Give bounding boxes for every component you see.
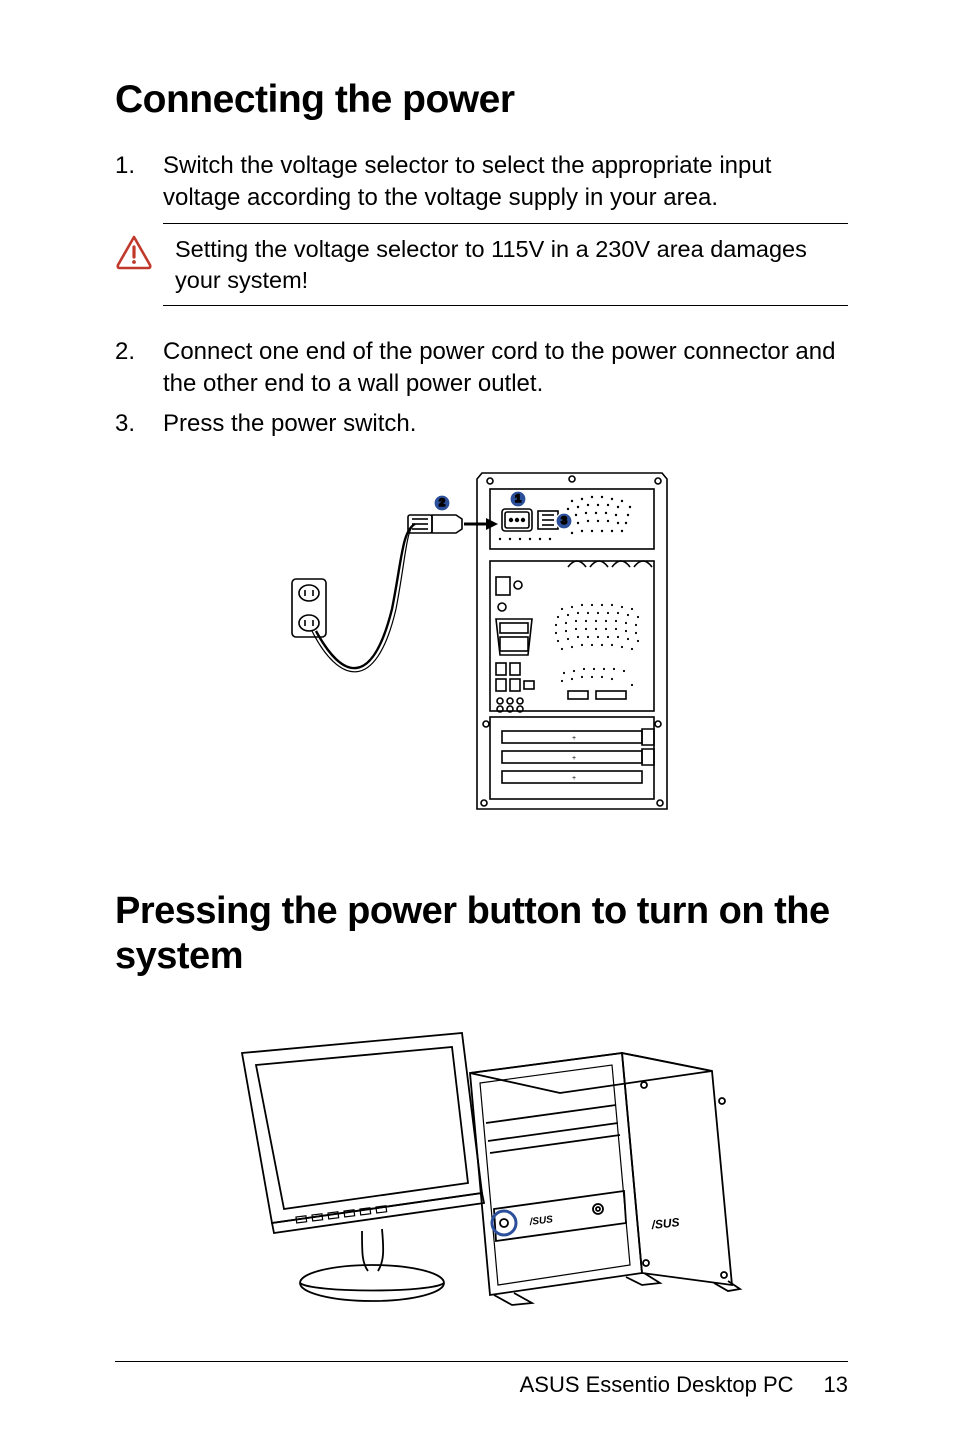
svg-text:+: + <box>572 735 576 742</box>
svg-text:+: + <box>572 775 576 782</box>
page-footer: ASUS Essentio Desktop PC 13 <box>115 1361 848 1398</box>
step-num: 1. <box>115 150 163 213</box>
steps-list-a: 1. Switch the voltage selector to select… <box>115 150 848 213</box>
caution-text: Setting the voltage selector to 115V in … <box>163 223 848 306</box>
svg-text:/SUS: /SUS <box>528 1214 554 1228</box>
step-text: Connect one end of the power cord to the… <box>163 336 848 399</box>
callout-1-label: 1 <box>514 493 520 505</box>
figure-power-button: /SUS /SUS <box>115 1013 848 1323</box>
figure-power-connection: + + + 1 2 3 <box>115 459 848 829</box>
step-text: Press the power switch. <box>163 408 848 440</box>
heading-pressing-power: Pressing the power button to turn on the… <box>115 889 848 979</box>
svg-text:+: + <box>572 755 576 762</box>
footer-page-number: 13 <box>824 1372 848 1398</box>
step-3: 3. Press the power switch. <box>115 408 848 440</box>
caution-callout: Setting the voltage selector to 115V in … <box>115 223 848 306</box>
steps-list-b: 2. Connect one end of the power cord to … <box>115 336 848 439</box>
callout-2-label: 2 <box>438 497 444 509</box>
heading-connecting-power: Connecting the power <box>115 78 848 122</box>
callout-3-label: 3 <box>560 515 566 527</box>
footer-product: ASUS Essentio Desktop PC <box>520 1372 794 1398</box>
step-1: 1. Switch the voltage selector to select… <box>115 150 848 213</box>
caution-icon <box>115 223 163 306</box>
step-text: Switch the voltage selector to select th… <box>163 150 848 213</box>
step-2: 2. Connect one end of the power cord to … <box>115 336 848 399</box>
step-num: 2. <box>115 336 163 399</box>
step-num: 3. <box>115 408 163 440</box>
svg-text:/SUS: /SUS <box>649 1215 679 1232</box>
